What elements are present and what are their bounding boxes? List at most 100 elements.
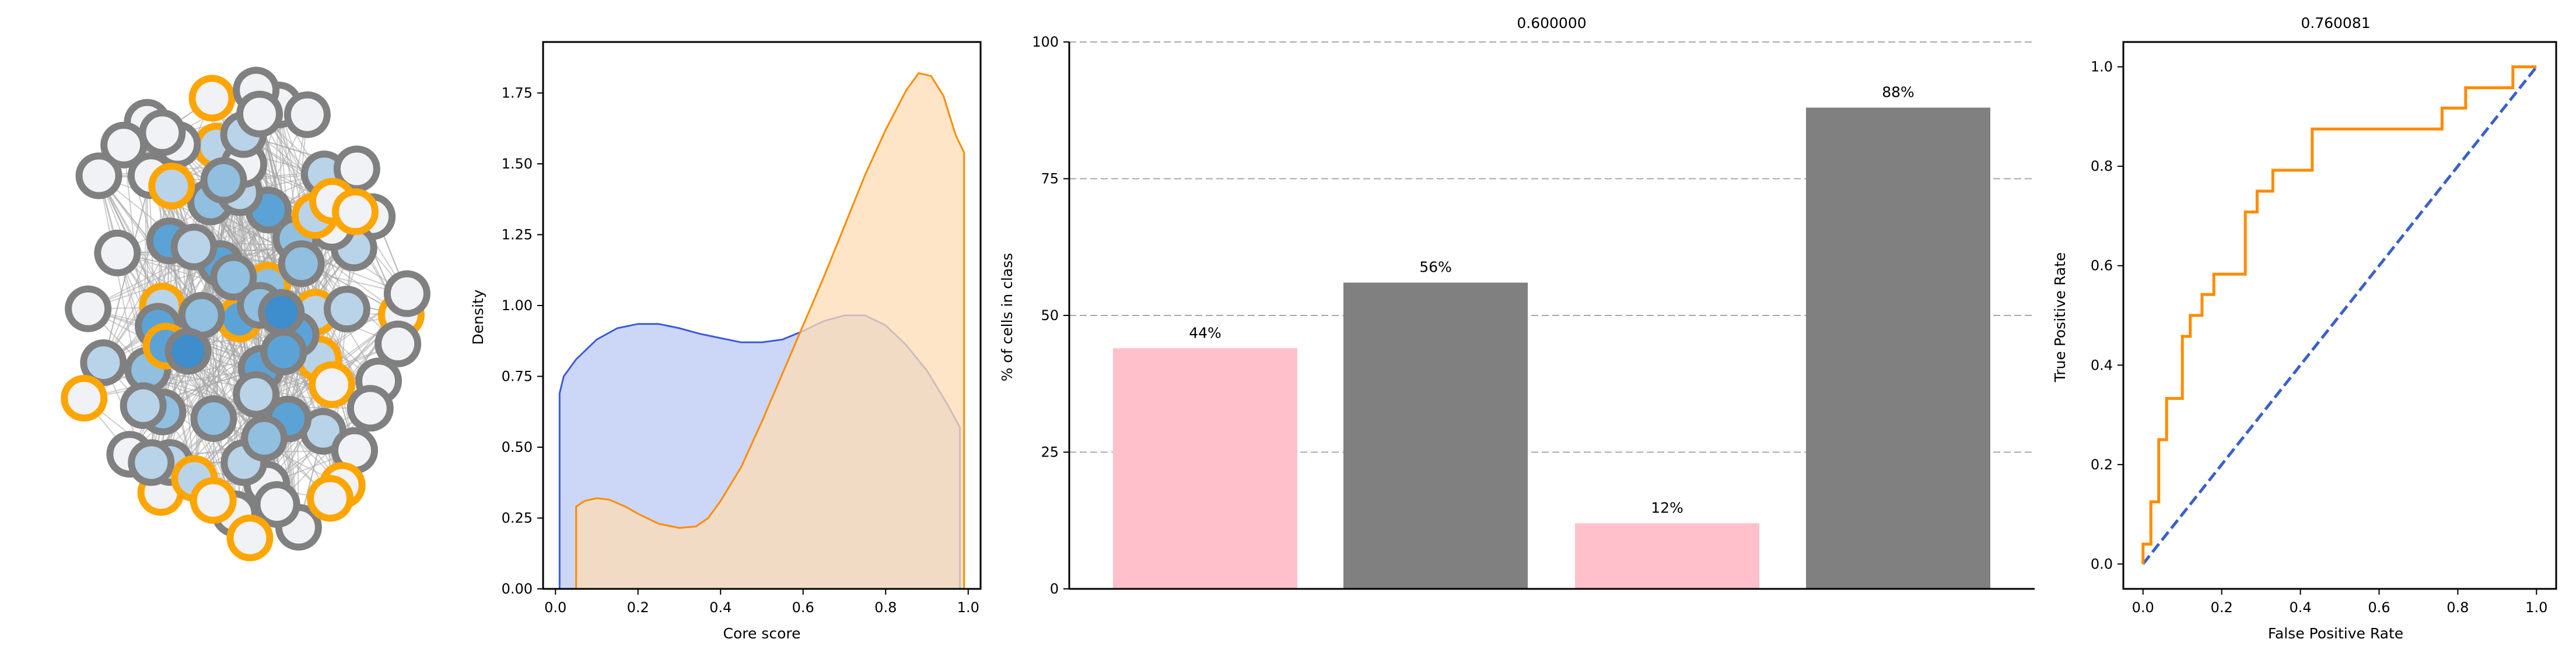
- network-node: [323, 286, 370, 333]
- network-panel: [61, 66, 430, 561]
- network-node: [139, 109, 186, 156]
- density-areas: [558, 72, 965, 589]
- roc-y-tick-label: 0.8: [2091, 158, 2113, 174]
- network-node-highlighted: [148, 163, 195, 210]
- network-node: [128, 439, 175, 486]
- roc-curve: [2141, 65, 2537, 564]
- bar: [1343, 282, 1528, 589]
- bar-chart-title: 0.600000: [1517, 15, 1586, 31]
- density-x-tick-label: 0.8: [874, 599, 897, 616]
- network-node: [94, 229, 141, 276]
- bar-value-label: 56%: [1419, 259, 1452, 276]
- bar-value-label: 44%: [1189, 324, 1222, 341]
- network-node: [80, 339, 127, 387]
- density-axes: [542, 41, 982, 590]
- density-y-tick-label: 0.00: [502, 581, 533, 597]
- network-node: [65, 285, 112, 332]
- network-node: [233, 371, 280, 418]
- density-x-tick-label: 0.2: [627, 599, 649, 616]
- bar: [1806, 107, 1990, 589]
- roc-y-tick-label: 0.6: [2091, 258, 2113, 274]
- bar-panel: 0 25 50 75 100 44% 56% 12% 88% 0.600000 % of ce…: [999, 15, 2035, 597]
- network-node: [236, 90, 284, 138]
- bar-value-label: 12%: [1651, 499, 1684, 516]
- network-node: [278, 240, 325, 287]
- density-y-tick-label: 1.25: [502, 226, 533, 243]
- network-node: [200, 157, 247, 204]
- density-y-axis-label: Density: [470, 289, 487, 345]
- network-nodes: [61, 66, 430, 561]
- density-y-tick-label: 1.50: [502, 156, 533, 172]
- roc-axes: [2122, 41, 2557, 590]
- density-ticks: 0.0 0.2 0.4 0.6 0.8 1.0 0.00 0.25 0.50 0.75 1.00 1.…: [502, 85, 979, 616]
- roc-y-tick-label: 0.0: [2091, 556, 2113, 572]
- bar-bars: [1113, 107, 1990, 589]
- network-edge: [295, 238, 299, 528]
- roc-x-tick-label: 1.0: [2525, 599, 2547, 616]
- network-node-highlighted: [188, 75, 236, 122]
- network-node: [253, 481, 300, 528]
- roc-x-tick-label: 0.8: [2446, 599, 2469, 616]
- bar-value-labels: 44% 56% 12% 88%: [1189, 84, 1915, 517]
- network-node: [346, 385, 394, 432]
- network-node: [75, 152, 123, 199]
- roc-x-tick-label: 0.6: [2368, 599, 2390, 616]
- bar-ticks: 0 25 50 75 100: [1032, 34, 1069, 597]
- density-area-orange-line: [575, 72, 965, 589]
- density-area-orange-fill: [576, 73, 964, 589]
- roc-y-tick-label: 0.2: [2091, 457, 2113, 473]
- network-node: [284, 91, 331, 138]
- bar-y-tick-label: 75: [1041, 171, 1059, 187]
- bar: [1575, 523, 1759, 589]
- network-node-highlighted: [226, 514, 274, 561]
- roc-x-axis-label: False Positive Rate: [2268, 625, 2403, 642]
- density-x-tick-label: 0.4: [709, 599, 732, 616]
- roc-panel: 0.0 0.2 0.4 0.6 0.8 1.0 0.0 0.2 0.4 0.6 0.8 1.0 0.7…: [2052, 15, 2557, 642]
- network-node: [383, 270, 430, 317]
- roc-x-tick-label: 0.2: [2211, 599, 2233, 616]
- network-node-highlighted: [61, 374, 108, 422]
- roc-frame: [2122, 41, 2557, 590]
- roc-y-tick-label: 0.4: [2091, 357, 2113, 373]
- bar-y-tick-label: 25: [1041, 444, 1059, 461]
- network-node-highlighted: [308, 361, 355, 408]
- density-y-tick-label: 0.25: [502, 510, 533, 526]
- density-x-tick-label: 0.6: [792, 599, 814, 616]
- network-node: [170, 223, 218, 271]
- density-panel: 0.0 0.2 0.4 0.6 0.8 1.0 0.00 0.25 0.50 0.75 1.00 1.…: [470, 41, 982, 642]
- network-node: [241, 415, 288, 462]
- density-y-tick-label: 1.75: [502, 85, 533, 101]
- network-node: [120, 382, 167, 429]
- roc-y-axis-label: True Positive Rate: [2052, 252, 2068, 383]
- roc-x-tick-label: 0.0: [2132, 599, 2154, 616]
- roc-x-tick-label: 0.4: [2289, 599, 2311, 616]
- density-x-axis-label: Core score: [723, 625, 801, 642]
- density-frame: [542, 41, 982, 590]
- bar-value-label: 88%: [1882, 84, 1915, 101]
- density-x-tick-label: 0.0: [544, 599, 566, 616]
- density-y-tick-label: 0.75: [502, 368, 533, 384]
- network-node: [258, 289, 305, 336]
- density-x-tick-label: 1.0: [957, 599, 979, 616]
- roc-chart-title: 0.760081: [2301, 15, 2370, 31]
- bar-y-tick-label: 100: [1032, 34, 1059, 50]
- network-node-highlighted: [190, 477, 237, 524]
- network-edge: [201, 315, 245, 463]
- network-node: [374, 320, 422, 367]
- roc-lines: [2141, 65, 2538, 565]
- bar-y-axis-label: % of cells in class: [999, 253, 1016, 382]
- density-y-tick-label: 0.50: [502, 439, 533, 455]
- network-node-highlighted: [332, 188, 379, 236]
- bar-y-tick-label: 0: [1050, 581, 1059, 597]
- roc-y-tick-label: 1.0: [2091, 59, 2113, 75]
- density-y-tick-label: 1.00: [502, 297, 533, 314]
- bar: [1113, 348, 1297, 589]
- network-node: [210, 254, 257, 301]
- roc-ticks: 0.0 0.2 0.4 0.6 0.8 1.0 0.0 0.2 0.4 0.6 0.8 1.0: [2091, 59, 2548, 616]
- network-node: [260, 328, 307, 375]
- bar-y-tick-label: 50: [1041, 307, 1059, 324]
- network-node-highlighted: [307, 475, 354, 522]
- network-node: [164, 328, 212, 375]
- network-node: [190, 395, 237, 442]
